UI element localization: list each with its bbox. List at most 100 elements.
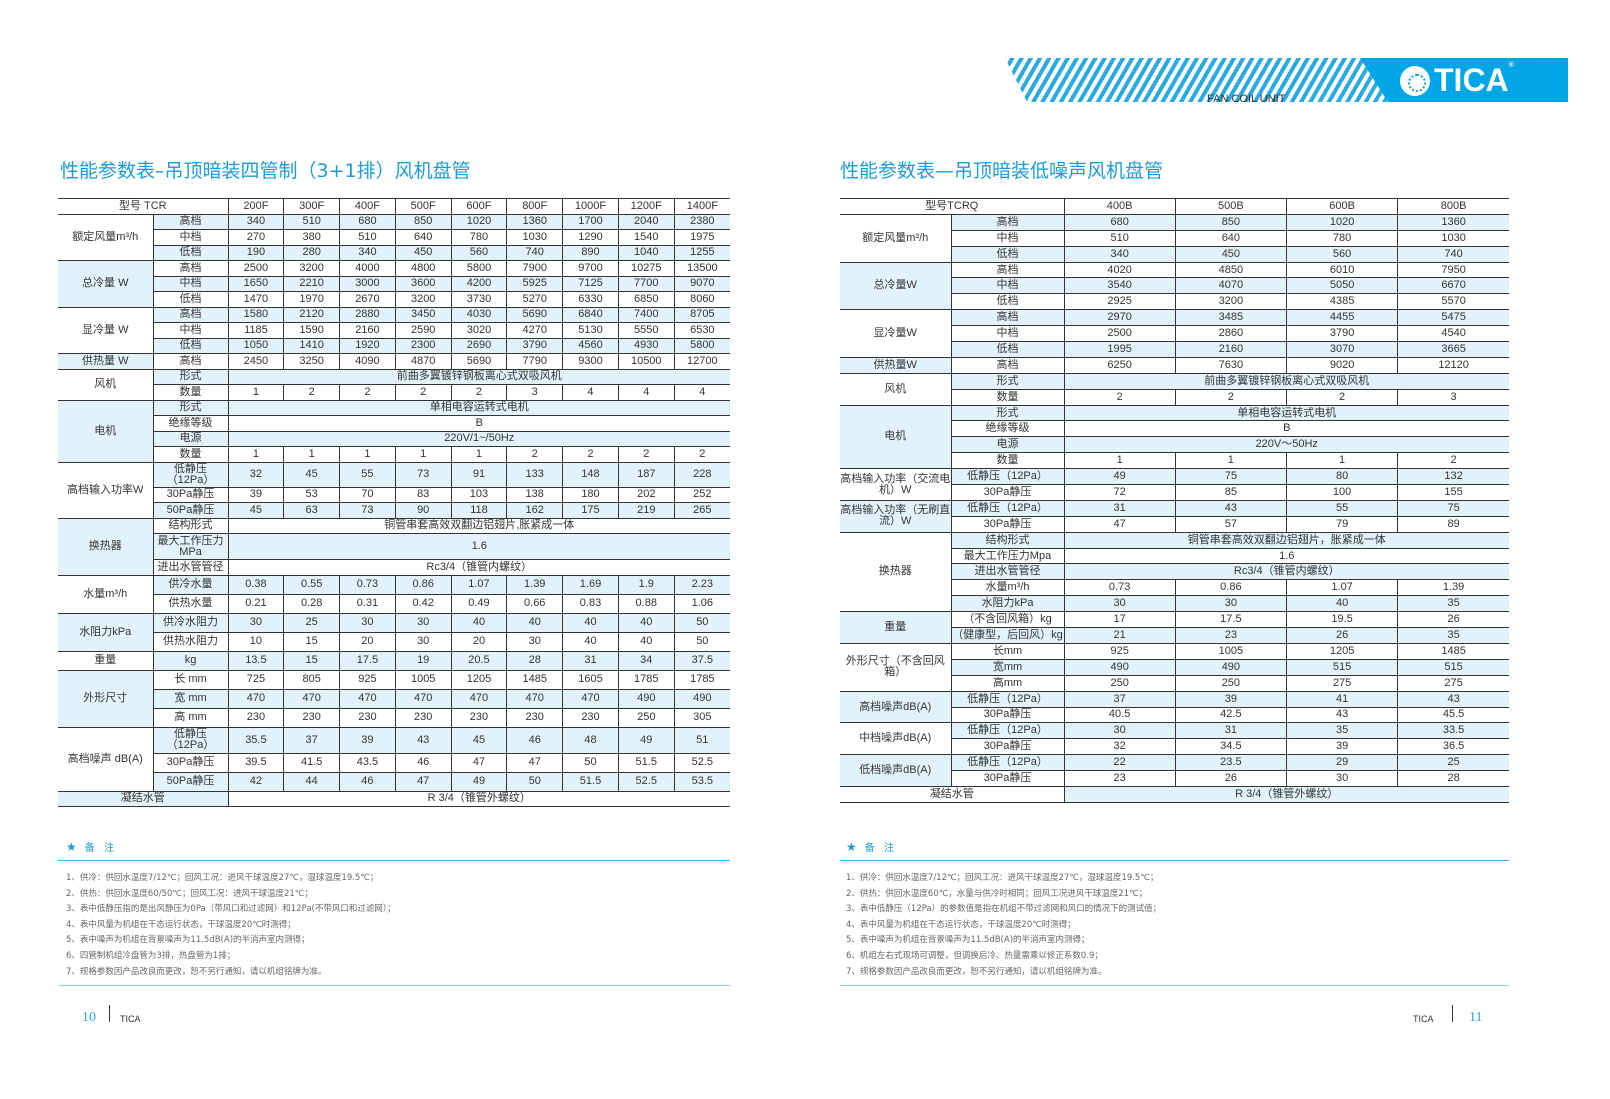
row-group-label: 高档输入功率（交流电机）W	[840, 468, 952, 501]
row-sub-label: 低静压（12Pa）	[153, 727, 229, 754]
table-cell: 470	[395, 689, 452, 709]
table-cell: 510	[1064, 230, 1176, 247]
spanning-value: 220V/1~/50Hz	[228, 431, 730, 447]
table-cell: 34	[618, 651, 675, 671]
table-cell: 1485	[1397, 643, 1509, 660]
table-row: 供热水量 0.21 0.28 0.31 0.42 0.49 0.66 0.83 0.88 1.06	[58, 594, 730, 614]
table-cell: 85	[1175, 484, 1287, 501]
table-cell: 380	[283, 229, 341, 246]
table-row: 数量 1 2 2 2 2 3 4 4 4	[58, 384, 730, 401]
table-header-row: 型号TCRQ 400B 500B 600B 800B	[840, 198, 1509, 215]
table-cell: 21	[1064, 627, 1176, 644]
row-sub-label: 宽mm	[951, 659, 1065, 676]
row-group-label: 额定风量m³/h	[58, 214, 154, 261]
table-cell: 1605	[562, 670, 619, 690]
row-sub-label: （健康型，后回风）kg	[951, 627, 1065, 644]
header-subtitle: FAN COIL UNIT	[1207, 93, 1286, 105]
table-cell: 39	[1286, 738, 1399, 756]
table-cell: 31	[562, 651, 619, 671]
table-cell: 187	[618, 462, 675, 488]
note-item: 3、表中低静压指的是出风静压为0Pa（带风口和过滤网）和12Pa(不带风口和过滤…	[66, 904, 396, 915]
table-cell: 30	[395, 613, 452, 633]
note-item: 2、供热：供回水温度60℃，水量与供冷时相同；回风工况进风干球温度21℃；	[846, 888, 1148, 899]
table-cell: 4	[562, 384, 619, 401]
table-cell: 3	[506, 384, 564, 401]
right-notes-list: 1、供冷：供回水温度7/12℃；回风工况：进风干球温度27℃，湿球温度19.5℃…	[846, 871, 1161, 980]
row-group-label: 外形尺寸	[58, 670, 154, 728]
spanning-value: 铜管串套高效双翻边铝翅片，胀紧成一体	[1064, 532, 1509, 549]
table-cell: 4200	[451, 276, 508, 292]
table-cell: 148	[562, 462, 619, 488]
table-row: 最大工作压力Mpa 1.6	[840, 548, 1509, 565]
row-sub-label: 中档	[951, 230, 1065, 247]
note-item: 7、规格参数因产品改良而更改，恕不另行通知，请以机组铭牌为准。	[66, 966, 327, 977]
row-group-label: 重量	[840, 611, 952, 644]
table-cell: 39	[1175, 691, 1287, 708]
table-cell: 20.5	[451, 651, 508, 671]
table-row: 最大工作压力MPa 1.6	[58, 533, 730, 560]
spanning-value: B	[228, 415, 730, 432]
table-cell: 275	[1286, 675, 1399, 692]
table-cell: 340	[339, 245, 396, 261]
table-row: 30Pa静压 39 53 70 83 103 138 180 202 252	[58, 487, 730, 503]
table-cell: 1	[1286, 452, 1399, 470]
row-group-label: 重量	[58, 651, 154, 671]
row-sub-label: 数量	[951, 452, 1065, 470]
table-cell: 35	[1397, 627, 1509, 644]
table-cell: 48	[562, 727, 619, 754]
table-cell: 1255	[674, 245, 730, 261]
table-cell: 4090	[339, 353, 396, 370]
table-cell: 40	[562, 613, 619, 633]
model-column-header: 300F	[283, 198, 341, 215]
table-row: 低档 1995 2160 3070 3665	[840, 341, 1509, 358]
table-cell: 4850	[1175, 262, 1287, 279]
table-cell: 132	[1397, 468, 1509, 486]
table-cell: 490	[618, 689, 675, 709]
table-cell: 230	[562, 708, 619, 728]
table-cell: 3450	[395, 307, 452, 323]
table-row: 总冷量W 高档 4020 4850 6010 7950	[840, 262, 1509, 311]
table-cell: 640	[1175, 230, 1287, 247]
row-sub-label: 形式	[153, 369, 229, 385]
table-cell: 3790	[1286, 325, 1399, 343]
star-icon: ★	[66, 840, 77, 854]
table-cell: 2860	[1175, 325, 1287, 343]
table-cell: 175	[562, 502, 619, 519]
table-cell: 1470	[228, 291, 285, 308]
table-cell: 15	[283, 651, 341, 671]
table-cell: 780	[1286, 230, 1399, 247]
table-cell: 3600	[395, 276, 452, 292]
row-group-label: 总冷量 W	[58, 260, 154, 308]
model-column-header: 1400F	[674, 198, 730, 215]
table-cell: 1050	[228, 338, 285, 354]
table-cell: 1995	[1064, 341, 1176, 358]
table-cell: 28	[1397, 770, 1509, 787]
table-cell: 42.5	[1175, 707, 1287, 724]
table-cell: 100	[1286, 484, 1399, 501]
table-cell: 9700	[562, 260, 619, 277]
model-column-header: 1000F	[562, 198, 619, 215]
row-sub-label: 50Pa静压	[153, 502, 229, 519]
table-row: 低档 1050 1410 1920 2300 2690 3790 4560 4930 5800	[58, 338, 730, 354]
table-cell: 2300	[395, 338, 452, 354]
table-cell: 5690	[451, 353, 508, 370]
table-cell: 4540	[1397, 325, 1509, 343]
table-cell: 57	[1175, 516, 1287, 533]
row-group-label: 显冷量W	[840, 309, 952, 358]
row-group-label: 高档噪声dB(A)	[840, 691, 952, 724]
table-cell: 34.5	[1175, 738, 1287, 756]
table-cell: 640	[395, 229, 452, 246]
table-cell: 103	[451, 487, 508, 503]
logo-text: TICA	[1434, 62, 1509, 98]
row-group-label: 风机	[840, 373, 952, 406]
table-cell: 50	[674, 632, 730, 652]
table-cell: 50	[562, 753, 619, 773]
table-cell: 450	[1175, 246, 1287, 263]
table-cell: 0.38	[228, 575, 285, 595]
table-cell: 4	[618, 384, 675, 401]
table-cell: 6330	[562, 291, 619, 308]
table-cell: 740	[1397, 246, 1509, 263]
table-cell: 470	[562, 689, 619, 709]
table-cell: 6670	[1397, 277, 1509, 295]
table-cell: 9300	[562, 353, 619, 370]
